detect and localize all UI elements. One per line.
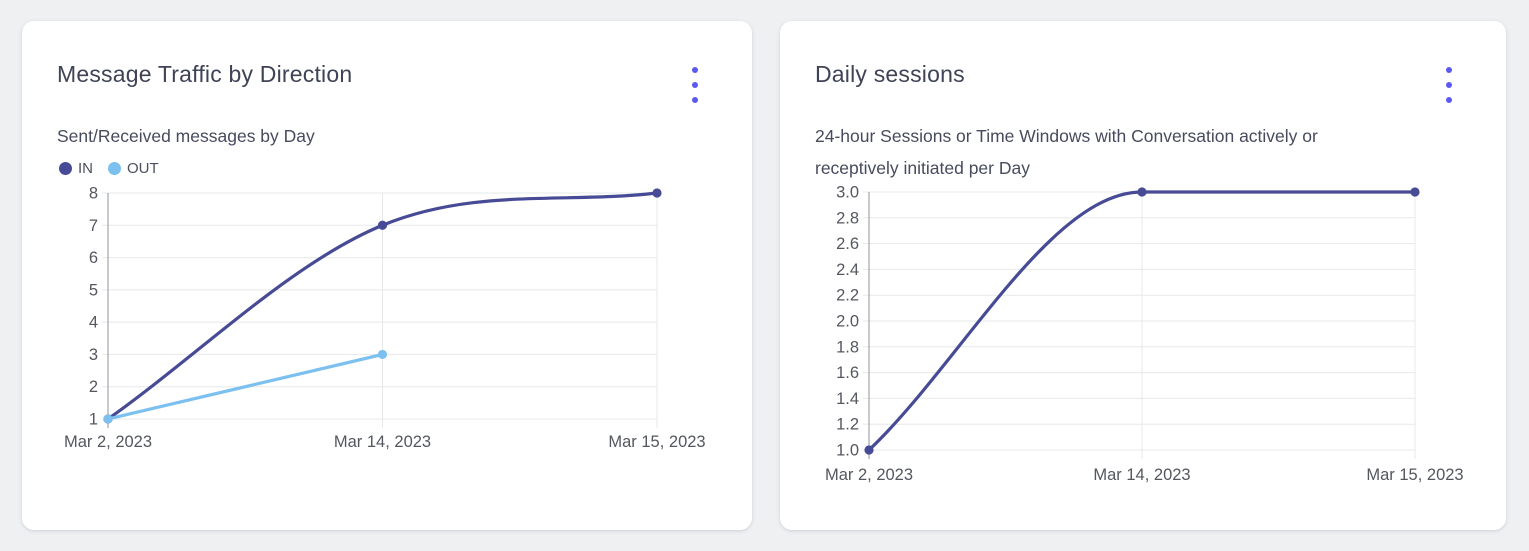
- subtitle-line-1: 24-hour Sessions or Time Windows with Co…: [815, 126, 1318, 146]
- data-point[interactable]: [652, 188, 662, 198]
- subtitle-line-2: receptively initiated per Day: [815, 158, 1030, 178]
- kebab-dot: [692, 67, 698, 73]
- card-title-daily-sessions: Daily sessions: [815, 61, 965, 87]
- series-line-daily-sessions: [867, 190, 1417, 452]
- y-tick-label: 7: [89, 217, 98, 235]
- x-tick-label: Mar 14, 2023: [334, 433, 431, 451]
- kebab-dot: [1446, 82, 1452, 88]
- legend-dot-icon: [108, 162, 121, 175]
- kebab-menu-icon[interactable]: [682, 65, 708, 105]
- card-subtitle-daily-sessions: 24-hour Sessions or Time Windows with Co…: [815, 120, 1318, 184]
- y-tick-label: 3: [89, 346, 98, 364]
- y-tick-label: 2.2: [836, 287, 859, 305]
- legend-label: OUT: [127, 160, 159, 177]
- kebab-menu-icon[interactable]: [1436, 65, 1462, 105]
- kebab-dot: [692, 97, 698, 103]
- x-tick-label: Mar 14, 2023: [1093, 466, 1190, 484]
- x-tick-label: Mar 15, 2023: [608, 433, 705, 451]
- line-chart-daily-sessions[interactable]: 1.0 1.2 1.4 1.6 1.8 2.0 2.2 2.4 2.6 2.8 3.0 Mar 2, …: [780, 181, 1506, 501]
- x-tick-label: Mar 15, 2023: [1366, 466, 1463, 484]
- y-tick-label: 2.8: [836, 209, 859, 227]
- legend-dot-icon: [59, 162, 72, 175]
- kebab-dot: [1446, 97, 1452, 103]
- y-tick-label: 4: [89, 314, 98, 332]
- data-point[interactable]: [1137, 187, 1147, 197]
- y-tick-label: 1: [89, 411, 98, 429]
- data-point[interactable]: [864, 445, 874, 455]
- y-tick-label: 1.2: [836, 416, 859, 434]
- card-subtitle-message-traffic: Sent/Received messages by Day: [57, 126, 315, 146]
- chart-legend: IN OUT: [59, 160, 159, 177]
- y-tick-label: 2.4: [836, 261, 859, 279]
- legend-item-out[interactable]: OUT: [108, 160, 159, 177]
- y-tick-label: 2.6: [836, 235, 859, 253]
- y-tick-label: 3.0: [836, 184, 859, 202]
- y-tick-label: 2.0: [836, 313, 859, 331]
- data-point[interactable]: [103, 414, 113, 424]
- legend-label: IN: [78, 160, 93, 177]
- y-tick-label: 2: [89, 378, 98, 396]
- series-line-out: [106, 352, 385, 421]
- y-tick-label: 6: [89, 249, 98, 267]
- y-tick-label: 1.8: [836, 338, 859, 356]
- kebab-dot: [692, 82, 698, 88]
- y-tick-label: 1.4: [836, 390, 859, 408]
- line-chart-message-traffic[interactable]: 1 2 3 4 5 6 7 8 Mar 2, 2023 Mar 14, 2023 Mar 15, 2…: [22, 181, 752, 481]
- legend-item-in[interactable]: IN: [59, 160, 93, 177]
- y-tick-label: 8: [89, 185, 98, 203]
- x-tick-label: Mar 2, 2023: [825, 466, 913, 484]
- y-tick-label: 5: [89, 281, 98, 299]
- data-point[interactable]: [1410, 187, 1420, 197]
- data-point[interactable]: [377, 220, 388, 230]
- card-title-message-traffic: Message Traffic by Direction: [57, 61, 353, 87]
- x-tick-label: Mar 2, 2023: [64, 433, 152, 451]
- y-tick-label: 1.0: [836, 442, 859, 460]
- card-daily-sessions: Daily sessions 24-hour Sessions or Time …: [780, 21, 1506, 530]
- kebab-dot: [1446, 67, 1452, 73]
- card-message-traffic: Message Traffic by Direction Sent/Receiv…: [22, 21, 752, 530]
- y-tick-label: 1.6: [836, 364, 859, 382]
- data-point[interactable]: [377, 349, 388, 360]
